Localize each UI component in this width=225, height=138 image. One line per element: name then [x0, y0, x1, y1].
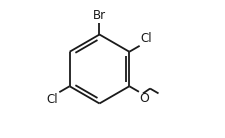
- Text: Cl: Cl: [140, 32, 152, 45]
- Text: O: O: [139, 92, 149, 105]
- Text: Cl: Cl: [47, 93, 58, 106]
- Text: Br: Br: [92, 9, 106, 22]
